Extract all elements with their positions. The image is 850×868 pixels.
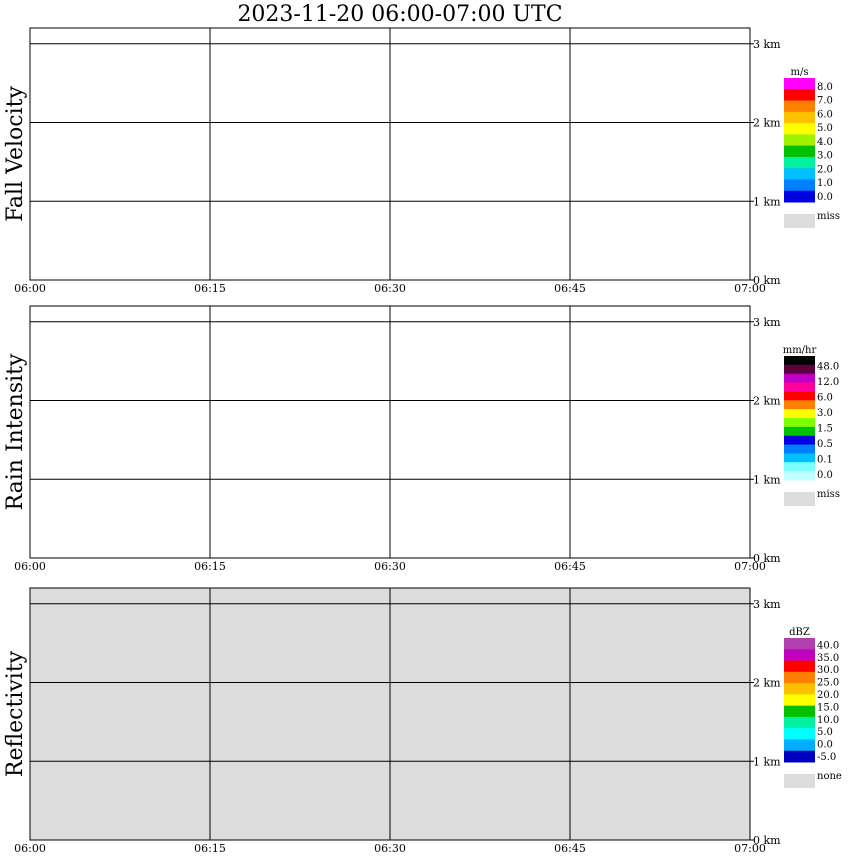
legend-swatch [784,426,815,437]
legend-missing-label: miss [817,489,840,500]
legend-swatch [784,471,815,481]
legend-label: 7.0 [817,96,833,107]
legend-label: 0.5 [817,439,833,450]
x-tick-label: 06:30 [374,560,406,573]
legend-swatch [784,373,815,384]
x-tick-label: 07:00 [734,282,766,295]
legend-label: 0.0 [817,192,833,203]
legend-label: 1.0 [817,178,833,189]
legend-swatch [784,462,815,472]
y-tick-label: 3 km [753,38,781,51]
legend-label: 0.1 [817,455,833,466]
legend-swatch [784,168,815,180]
legend-label: 4.0 [817,137,833,148]
x-tick-label: 06:45 [554,282,586,295]
legend-missing-swatch [784,214,815,228]
legend-swatch [784,444,815,454]
panel-ylabel: Rain Intensity [3,353,28,510]
y-tick-label: 0 km [753,552,781,565]
panel-reflectivity: 06:00 06:15 06:30 06:45 07:000 km1 km2 km3 k… [3,587,842,855]
legend-unit: mm/hr [783,345,817,356]
legend-swatch [784,356,815,366]
legend-label: 3.0 [817,408,833,419]
y-tick-label: 0 km [753,274,781,287]
legend-label: 6.0 [817,393,833,404]
plot-frame [29,27,751,281]
y-tick-label: 1 km [753,473,781,486]
y-tick-label: 2 km [753,117,781,130]
x-tick-label: 06:15 [194,560,226,573]
legend-swatch [784,435,815,446]
legend-swatch [784,145,815,158]
grid [30,306,750,558]
legend-swatch [784,89,815,102]
legend-label: 12.0 [817,377,839,388]
legend-swatch [784,179,815,192]
legend-label: 3.0 [817,151,833,162]
legend-swatch [784,134,815,147]
legend-swatch [784,123,815,135]
legend-missing-swatch [784,492,815,506]
legend-swatch [784,418,815,428]
figure-title: 2023-11-20 06:00-07:00 UTC [237,2,562,27]
legend-swatch [784,382,815,392]
legend-swatch [784,190,815,203]
legend-unit: m/s [791,67,809,78]
x-tick-label: 06:45 [554,560,586,573]
legend-swatch [784,400,815,410]
panels: 06:00 06:15 06:30 06:45 07:000 km1 km2 km3 k… [3,27,842,855]
x-tick-label: 06:00 [14,282,46,295]
legend-swatch [784,78,815,90]
y-tick-label: 2 km [753,395,781,408]
panel-rain-intensity: 06:00 06:15 06:30 06:45 07:000 km 1 km 2 km 3 k… [3,305,840,573]
legend-swatch [784,391,815,401]
legend-label: 48.0 [817,362,839,373]
legend-label: 8.0 [817,82,833,93]
legend-label: 5.0 [817,123,833,134]
x-tick-label: 06:00 [14,560,46,573]
legend-label: 0.0 [817,470,833,481]
panel-ylabel: Fall Velocity [3,86,28,222]
legend-label: 2.0 [817,164,833,175]
y-tick-label: 3 km [753,316,781,329]
x-tick-label: 06:15 [194,282,226,295]
x-tick-label: 06:30 [374,282,406,295]
legend-swatch [784,364,815,375]
legend-missing-label: miss [817,211,840,222]
y-tick-label: 1 km [753,195,781,208]
plot-frame [29,305,751,559]
panel-fall-velocity: 06:00 06:15 06:30 06:45 07:000 km 1 km 2 km 3 k… [3,27,840,295]
legend-label: 1.5 [817,424,833,435]
legend-swatch [784,156,815,169]
legend-swatch [784,111,815,124]
colorbar-legend: m/s 8.0 7.0 6.0 5.0 4.0 3.0 2.0 1.0 0.0 miss [784,67,840,228]
legend-label: 6.0 [817,109,833,120]
grid [30,28,750,280]
legend-swatch [784,100,815,113]
legend-swatch [784,409,815,419]
x-tick-label: 07:00 [734,560,766,573]
legend-swatch [784,453,815,463]
